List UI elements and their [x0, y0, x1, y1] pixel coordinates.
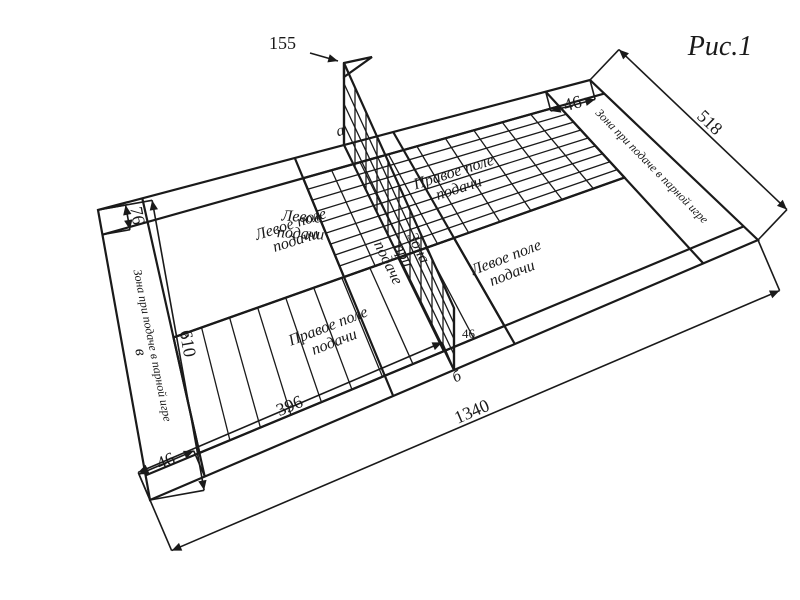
figure-title: Рис.1: [687, 31, 753, 62]
line-element: [590, 50, 619, 80]
line-element: [150, 500, 172, 551]
path-element: [198, 480, 206, 490]
path-element: [327, 54, 338, 62]
net-flag: [344, 57, 372, 77]
dim-far-width: 518: [693, 106, 726, 139]
dim-alley-76: 76: [126, 205, 149, 226]
line-element: [758, 210, 787, 240]
axis-b: б: [450, 367, 465, 386]
dim-net-height: 155: [269, 33, 296, 53]
dim-net-small: 46: [462, 326, 476, 341]
line-element: [758, 240, 780, 291]
